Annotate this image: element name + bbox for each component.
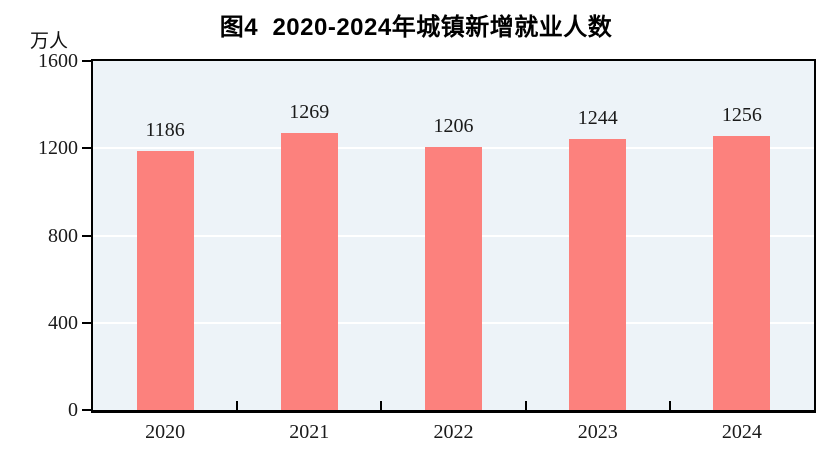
x-axis-tick-1 bbox=[236, 401, 239, 410]
y-axis-tick-1200 bbox=[82, 147, 91, 150]
plot-area: 1186 1269 1206 1244 1256 bbox=[91, 59, 816, 413]
y-axis-tick-label-800: 800 bbox=[48, 224, 78, 247]
x-axis-tick-label-2024: 2024 bbox=[721, 421, 762, 443]
y-axis-tick-800 bbox=[82, 234, 91, 237]
bar-value-label-2024: 1256 bbox=[721, 104, 762, 127]
bar-2022 bbox=[425, 146, 482, 410]
y-axis-tick-label-0: 0 bbox=[68, 399, 78, 421]
y-axis-tick-0 bbox=[82, 409, 91, 411]
bar-value-label-2021: 1269 bbox=[289, 101, 330, 124]
x-axis-tick-3 bbox=[524, 401, 527, 410]
y-axis-unit-label: 万人 bbox=[30, 31, 69, 52]
bar-value-label-2023: 1244 bbox=[577, 106, 618, 129]
y-axis-tick-label-1200: 1200 bbox=[38, 137, 78, 160]
bar-2024 bbox=[713, 136, 771, 410]
bar-value-label-2020: 1186 bbox=[145, 119, 185, 142]
x-axis-tick-label-2023: 2023 bbox=[577, 421, 618, 443]
y-axis-tick-label-400: 400 bbox=[48, 311, 78, 334]
bar-2023 bbox=[569, 138, 627, 410]
bar-value-label-2022: 1206 bbox=[433, 114, 474, 137]
x-axis-tick-label-2021: 2021 bbox=[289, 421, 330, 443]
y-axis-tick-1600 bbox=[82, 60, 91, 62]
x-axis-tick-2 bbox=[380, 401, 383, 410]
bar-2021 bbox=[280, 133, 338, 410]
bar-2020 bbox=[136, 151, 194, 410]
x-axis-tick-label-2020: 2020 bbox=[145, 421, 186, 443]
chart-title: 图4 2020-2024年城镇新增就业人数 bbox=[219, 14, 613, 41]
x-axis-tick-label-2022: 2022 bbox=[433, 421, 474, 443]
plot-inner: 1186 1269 1206 1244 1256 bbox=[93, 61, 814, 410]
y-axis-tick-400 bbox=[82, 321, 91, 324]
y-axis-tick-label-1600: 1600 bbox=[38, 50, 78, 72]
x-axis-tick-4 bbox=[668, 401, 671, 410]
